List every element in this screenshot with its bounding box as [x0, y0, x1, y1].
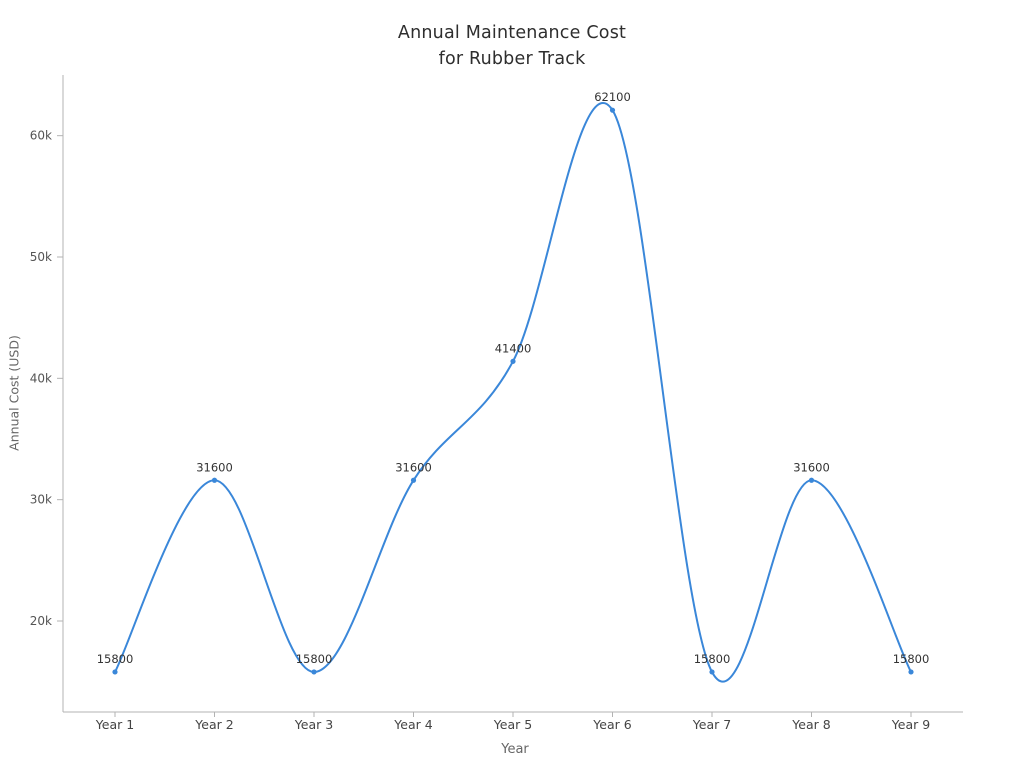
y-tick-label: 20k [30, 614, 52, 628]
y-tick-label: 50k [30, 250, 52, 264]
chart-title-line1: Annual Maintenance Cost [397, 23, 627, 43]
point-label: 41400 [495, 341, 532, 355]
y-tick-label: 60k [30, 129, 52, 143]
data-point [609, 107, 616, 113]
x-tick-label: Year 4 [393, 717, 432, 732]
x-tick-label: Year 8 [791, 717, 830, 732]
point-label: 31600 [793, 460, 830, 474]
x-tick-label: Year 7 [692, 717, 731, 732]
chart-title: Annual Maintenance Cost for Rubber Track [0, 20, 1024, 72]
point-label: 15800 [296, 652, 333, 666]
data-point [112, 669, 118, 675]
point-label: 15800 [694, 652, 731, 666]
data-point [908, 669, 914, 675]
point-label: 15800 [97, 652, 134, 666]
data-point [709, 669, 715, 675]
point-label: 31600 [196, 460, 233, 474]
x-axis-title: Year [501, 742, 529, 757]
data-point [410, 477, 417, 483]
y-axis-title: Annual Cost (USD) [6, 335, 22, 451]
x-tick-label: Year 9 [891, 717, 930, 732]
y-tick-label: 40k [30, 371, 52, 385]
x-tick-label: Year 5 [493, 717, 532, 732]
x-tick-label: Year 1 [95, 717, 134, 732]
data-point [211, 477, 218, 483]
data-point [808, 477, 815, 483]
chart-title-line2: for Rubber Track [438, 49, 586, 69]
point-label: 62100 [594, 90, 631, 104]
cost-line [114, 101, 912, 683]
point-label: 15800 [893, 652, 930, 666]
x-tick-label: Year 2 [194, 717, 233, 732]
y-tick-label: 30k [30, 493, 52, 507]
x-tick-label: Year 3 [294, 717, 333, 732]
point-label: 31600 [395, 460, 432, 474]
x-tick-label: Year 6 [592, 717, 631, 732]
data-point [510, 358, 516, 364]
data-point [311, 669, 317, 675]
